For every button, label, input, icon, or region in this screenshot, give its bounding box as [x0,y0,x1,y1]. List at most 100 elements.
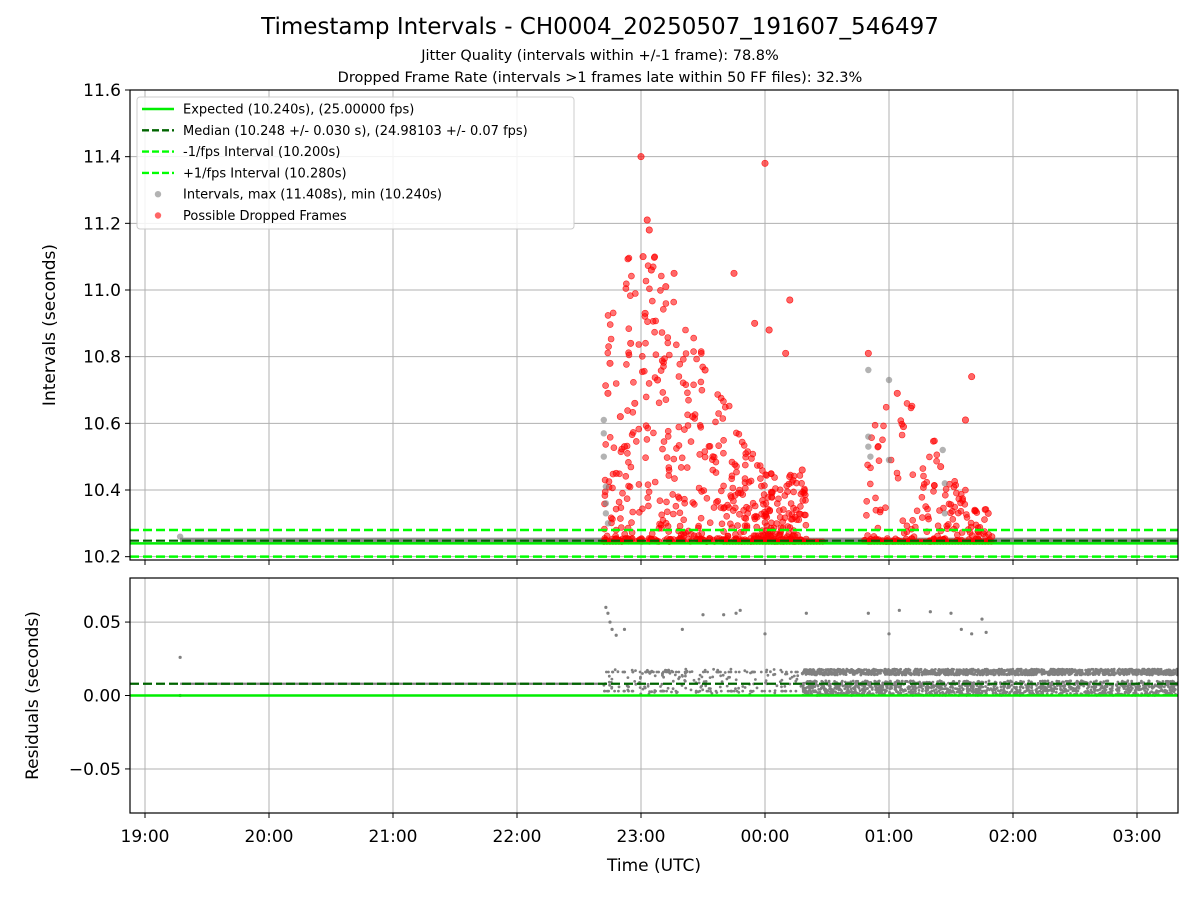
residual-point [1142,669,1146,673]
dropped-frame-point [949,515,957,523]
residual-point [928,610,932,614]
residual-point [835,687,838,690]
residual-point [936,672,940,676]
residual-point [627,685,630,689]
residual-point [861,691,864,695]
dropped-frame-point [758,482,765,490]
residual-point [804,611,808,615]
residual-point [630,689,634,693]
residual-point [1160,688,1164,692]
residual-point [666,686,670,690]
residual-point [638,670,642,674]
residual-point [727,675,730,679]
residual-point [957,679,961,683]
residual-point [796,670,799,674]
legend-entry-0: Expected (10.240s), (25.00000 fps) [183,103,414,118]
dropped-frame-point [687,438,695,445]
dropped-frame-point [959,495,966,502]
dropped-frame-point [963,511,970,518]
residual-point [870,673,873,676]
residual-point [1047,670,1051,673]
residual-point [929,690,933,694]
residual-point [666,670,670,674]
residual-point [975,684,979,687]
residual-point [1147,669,1151,673]
residual-point [938,685,942,689]
residual-point [858,689,862,693]
residual-point [808,688,812,692]
dropped-frame-point [732,429,740,437]
dropped-frame-point [651,478,659,486]
residual-point [732,689,736,693]
residual-point [1069,692,1072,695]
dropped-frame-point [622,472,630,480]
dropped-frame-point [628,431,636,439]
dropped-frame-point [665,466,673,474]
residual-point [864,672,868,676]
residual-point [641,672,644,675]
dropped-frame-point [630,378,637,386]
residual-point [1125,691,1128,694]
residual-point [660,682,664,686]
dropped-frame-point [657,367,665,374]
dropped-frame-point [679,355,687,363]
dropped-frame-point [701,453,709,461]
residual-point [788,677,792,680]
dropped-frame-point [675,373,683,380]
residual-point [700,675,704,679]
dropped-frame-point [720,482,727,490]
residual-point [610,685,614,689]
residual-point [694,689,698,693]
residual-point [1155,668,1159,672]
residual-point [1089,688,1093,692]
dropped-frame-point [742,450,750,457]
residual-point [1059,688,1063,692]
dropped-frame-point [751,319,759,327]
residual-point [1118,672,1121,676]
residual-point [610,677,614,681]
dropped-frame-point [635,341,643,348]
residual-point [818,667,821,671]
residual-point [1048,688,1052,692]
x-tick-label: 00:00 [741,827,790,847]
dropped-frame-point [660,438,668,445]
residual-point [607,674,611,678]
dropped-frame-point [676,360,684,368]
dropped-frame-point [625,349,632,357]
residual-point [1023,673,1027,677]
residual-point [737,686,740,690]
residual-point [874,668,877,671]
dropped-frame-point [659,305,667,313]
residual-point [967,669,971,673]
residual-point [701,688,705,692]
residual-point [978,687,982,691]
legend-entry-5: Possible Dropped Frames [183,209,347,224]
residual-point [1050,670,1054,673]
residual-point [851,670,854,673]
intervals-baseline-band [180,537,621,544]
bottom-y-tick-label: −0.05 [69,760,121,780]
dropped-frame-point [967,523,975,531]
dropped-frame-point [684,422,692,429]
residual-point [1136,668,1140,672]
dropped-frame-point [645,488,653,496]
residual-point [1019,685,1023,689]
dropped-frame-point [662,519,670,527]
dropped-frame-point [662,283,670,291]
residual-point [870,688,874,691]
dropped-frame-point [689,413,697,421]
residual-point [858,668,862,672]
residual-point [806,680,809,683]
residual-point [940,680,943,683]
residual-point [824,679,828,683]
residual-point [1159,686,1163,689]
dropped-frame-point [941,491,949,499]
residual-point [903,669,906,672]
dropped-frame-point [971,506,979,514]
residual-point [914,687,918,690]
residual-point [833,680,836,683]
dropped-frame-point [724,501,731,509]
residual-point [833,672,837,676]
residual-point [994,687,998,691]
residual-point [812,669,816,672]
